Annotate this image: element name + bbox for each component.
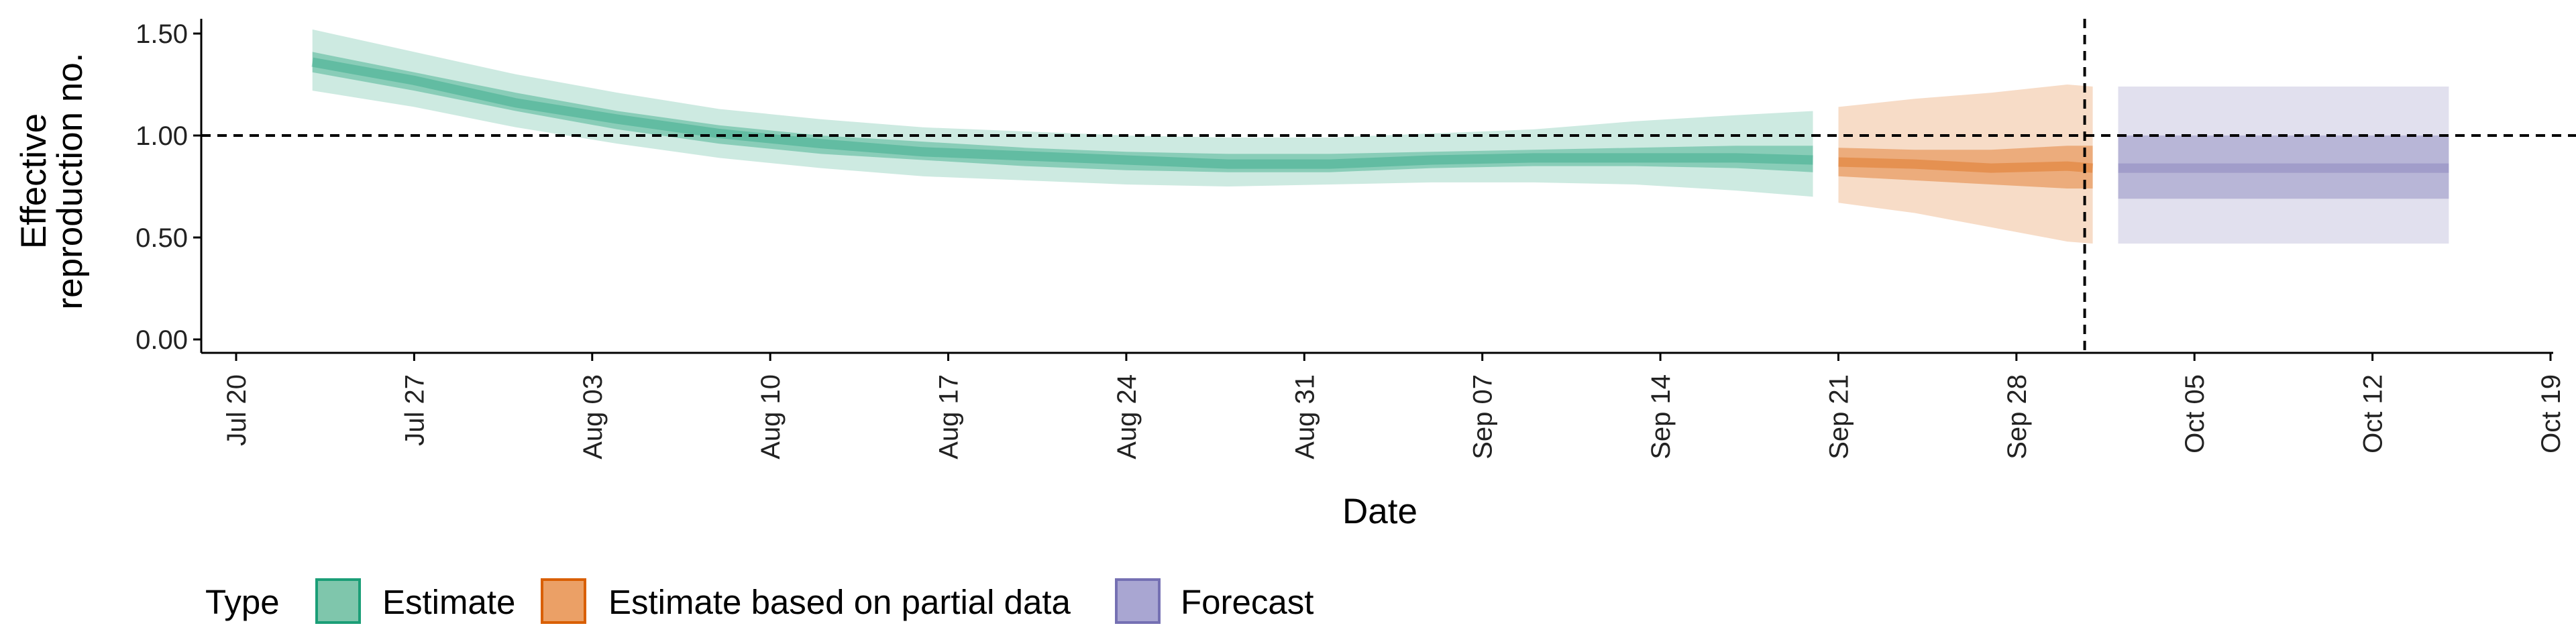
y-axis-ticks: 0.00 0.50 1.00 1.50	[136, 19, 201, 355]
legend-label-partial: Estimate based on partial data	[608, 583, 1071, 621]
x-tick-label: Oct 12	[2359, 374, 2388, 453]
reference-lines	[201, 19, 2576, 353]
legend-item-partial: Estimate based on partial data	[541, 578, 1071, 624]
legend-item-forecast: Forecast	[1115, 578, 1313, 624]
x-tick-label: Aug 17	[934, 374, 964, 460]
band-90-estimate-based-on-partial-data	[1838, 85, 2093, 244]
x-axis-title: Date	[1342, 492, 1417, 531]
band-50-estimate	[312, 52, 1813, 172]
band-90-estimate	[312, 29, 1813, 197]
series-estimate	[311, 29, 1813, 197]
x-tick-label: Sep 07	[1468, 374, 1498, 460]
x-tick-label: Oct 19	[2536, 374, 2566, 453]
x-tick-label: Sep 28	[2002, 374, 2032, 460]
series-estimate-based-on-partial-data	[1838, 85, 2094, 244]
band-90-forecast	[2118, 87, 2449, 244]
x-tick-label: Jul 27	[400, 374, 429, 446]
axes	[200, 19, 2553, 354]
legend: Type Estimate Estimate based on partial …	[205, 578, 1313, 624]
y-tick-label: 0.50	[136, 223, 188, 253]
y-axis-title-line-2: reproduction no.	[50, 52, 90, 309]
x-tick-label: Jul 20	[222, 374, 252, 446]
legend-label-estimate: Estimate	[382, 583, 515, 621]
x-tick-label: Aug 24	[1112, 374, 1142, 460]
band-50-forecast	[2118, 136, 2449, 199]
x-tick-label: Aug 10	[756, 374, 786, 460]
x-tick-label: Aug 31	[1290, 374, 1320, 460]
x-tick-label: Sep 21	[1824, 374, 1854, 460]
x-axis-ticks: Jul 20 Jul 27 Aug 03 Aug 10 Aug 17 Aug 24 Aug …	[222, 353, 2566, 460]
legend-title: Type	[205, 583, 280, 621]
x-tick-label: Oct 05	[2180, 374, 2210, 453]
y-tick-label: 1.00	[136, 121, 188, 151]
legend-key-forecast	[1115, 578, 1161, 624]
x-tick-label: Sep 14	[1646, 374, 1676, 460]
legend-label-forecast: Forecast	[1181, 583, 1313, 621]
band-50-estimate-based-on-partial-data	[1838, 146, 2093, 189]
y-tick-label: 0.00	[136, 325, 188, 355]
median-line-estimate-based-on-partial-data	[1838, 157, 2094, 173]
x-tick-label: Aug 03	[578, 374, 608, 460]
series-forecast	[2118, 87, 2449, 244]
median-line-estimate	[311, 57, 1813, 169]
plot-area	[311, 29, 2449, 244]
legend-key-estimate	[315, 578, 361, 624]
legend-item-estimate: Estimate	[315, 578, 515, 624]
y-axis-title-line-1: Effective	[14, 113, 54, 249]
legend-key-partial	[541, 578, 586, 624]
y-tick-label: 1.50	[136, 19, 188, 49]
